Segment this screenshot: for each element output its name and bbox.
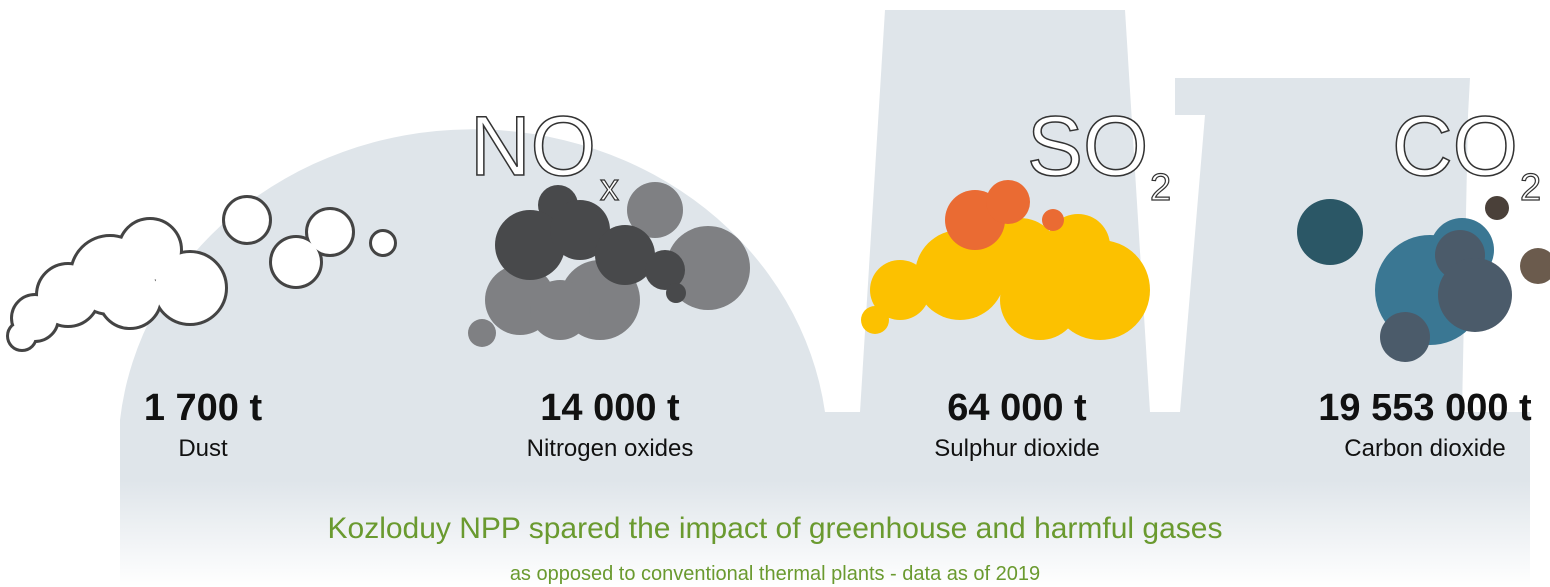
title: Kozloduy NPP spared the impact of greenh… [328, 512, 1223, 545]
subtitle: as opposed to conventional thermal plant… [510, 563, 1040, 585]
formula-subscript: 2 [1520, 167, 1541, 209]
amount: 19 553 000 t [1318, 387, 1532, 429]
formula-subscript: 2 [1150, 167, 1171, 209]
gas-label: Nitrogen oxides [527, 435, 694, 462]
amount: 14 000 t [540, 387, 680, 429]
formula: NO [470, 99, 596, 193]
infographic: NO x SO 2 CO 2 1 700 t Dust 14 000 t Nit… [0, 0, 1550, 587]
gas-label: Carbon dioxide [1344, 435, 1505, 462]
gas-label: Dust [178, 435, 228, 462]
formula: SO [1027, 99, 1148, 193]
gas-label: Sulphur dioxide [934, 435, 1099, 462]
formula: CO [1392, 99, 1518, 193]
amount: 64 000 t [947, 387, 1087, 429]
amount: 1 700 t [144, 387, 263, 429]
formula-subscript: x [600, 167, 619, 209]
